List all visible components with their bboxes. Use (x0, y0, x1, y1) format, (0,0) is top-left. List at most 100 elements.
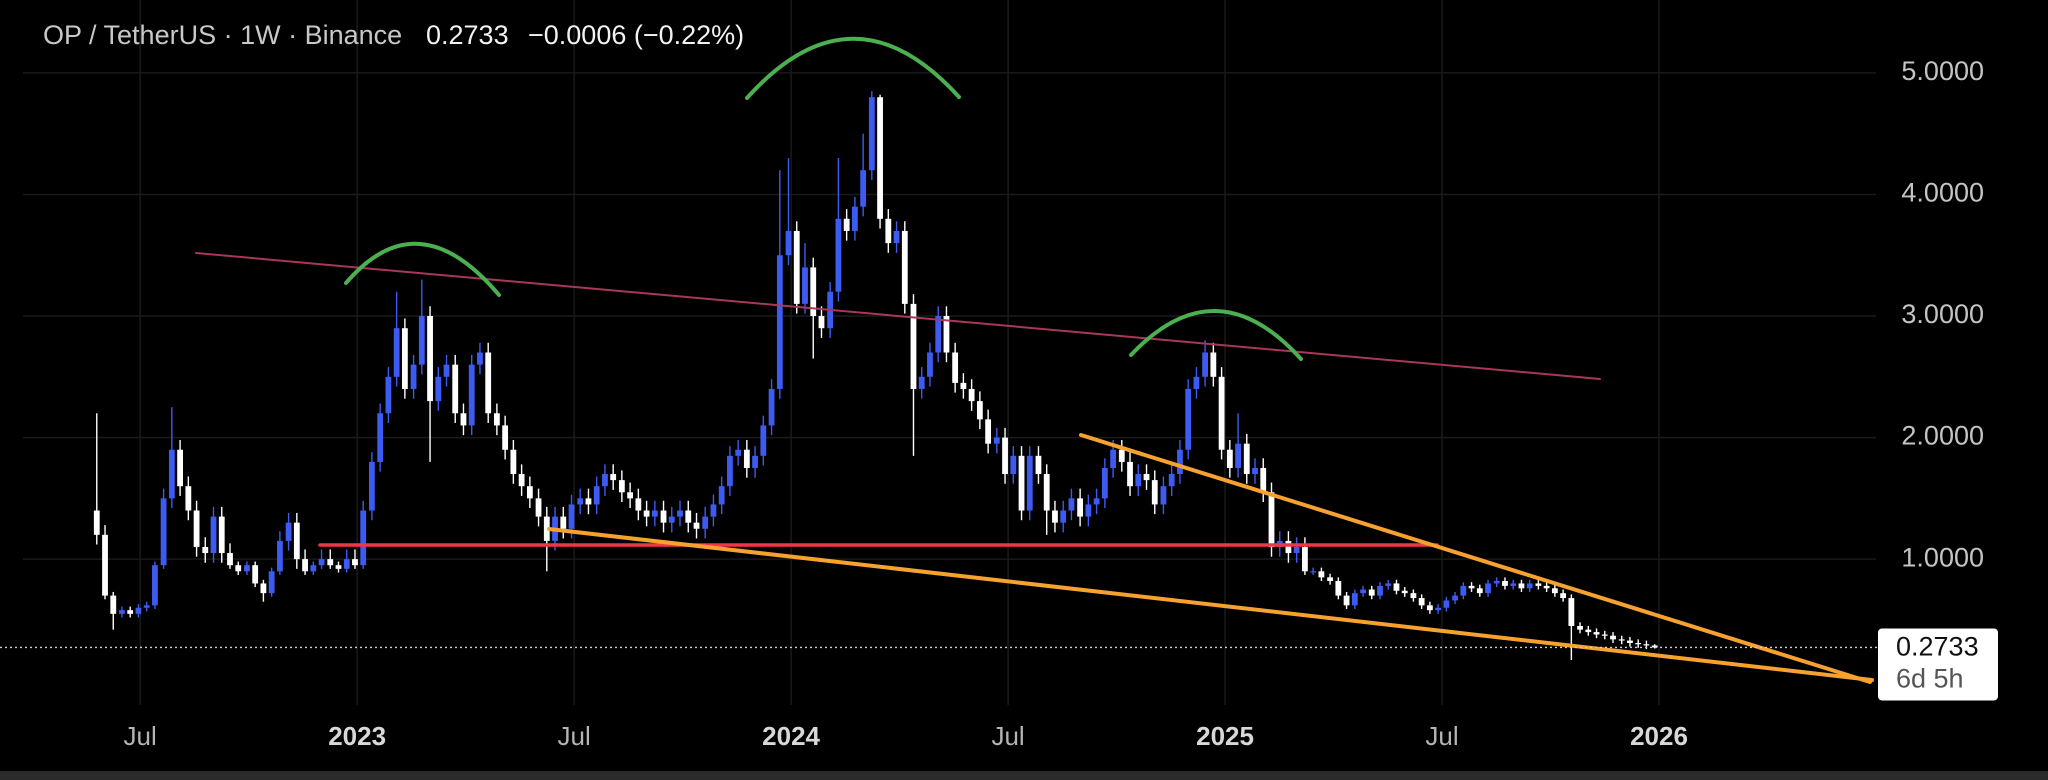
candle-body (401, 328, 408, 389)
candle-body (1568, 598, 1575, 626)
candle-body (1026, 455, 1033, 511)
candle-body (1452, 595, 1458, 601)
candle-body (1485, 583, 1491, 594)
candle-body (160, 498, 167, 566)
candle-body (1127, 461, 1133, 487)
candle-body (385, 376, 392, 414)
candle-body (1177, 449, 1183, 475)
candle-body (976, 401, 983, 420)
x-tick-label: 2026 (1630, 721, 1688, 751)
y-tick-label: 2.0000 (1901, 421, 1984, 451)
last-price: 0.2733 (426, 20, 509, 50)
candle-body (285, 522, 292, 541)
candle-body (102, 534, 108, 596)
candle-body (119, 610, 125, 614)
candle-body (218, 516, 225, 554)
candle-body (343, 559, 350, 569)
x-tick-label: 2025 (1196, 721, 1254, 751)
wedge-upper-line (1079, 433, 1872, 684)
candle-body (743, 449, 750, 468)
head-arc (745, 36, 961, 100)
candle-body (410, 364, 417, 389)
candle-body (543, 516, 550, 541)
candle-body (418, 316, 425, 365)
y-tick-label: 1.0000 (1901, 542, 1984, 572)
x-tick-label: 2024 (762, 721, 820, 751)
candle-body (302, 559, 308, 572)
candle-body (893, 230, 900, 244)
candle-body (1593, 632, 1600, 635)
candle-body (1226, 449, 1233, 468)
candle-body (768, 388, 775, 426)
drawings (195, 36, 1874, 684)
candle-body (1093, 498, 1100, 505)
candle-body (702, 516, 709, 529)
candle-body (1010, 455, 1017, 475)
candle-body (168, 449, 175, 499)
candle-body (877, 97, 883, 219)
candle-body (1252, 467, 1258, 475)
candle-body (610, 474, 617, 481)
x-tick-label: Jul (124, 721, 157, 751)
candle-body (810, 267, 817, 317)
candle-body (1618, 639, 1625, 641)
candle-body (677, 510, 683, 517)
candle-body (460, 413, 467, 426)
candle-body (468, 364, 475, 426)
candle-body (1426, 605, 1433, 611)
candle-body (1510, 583, 1517, 586)
candle-body (602, 474, 608, 487)
candle-body (1151, 480, 1158, 505)
candle-body (1585, 629, 1592, 633)
candle-body (643, 510, 650, 517)
candle-body (1460, 585, 1467, 596)
candle-body (244, 565, 250, 572)
overlay: 1.0000 2.0000 3.0000 4.0000 5.0000 Jul 2023 Jul… (0, 56, 1998, 751)
candle-body (1443, 600, 1450, 608)
candle-body (752, 455, 758, 468)
candle-body (252, 565, 259, 584)
candle-body (1185, 388, 1192, 450)
candle-body (293, 522, 300, 560)
candle-body (1085, 504, 1092, 517)
candle-body (1435, 607, 1442, 611)
candle-body (1310, 571, 1317, 573)
candle-body (1202, 352, 1209, 377)
candle-body (818, 316, 825, 329)
candle-body (627, 492, 634, 499)
candle-body (1468, 585, 1475, 589)
candle-body (776, 255, 783, 389)
candle-body (1551, 588, 1558, 594)
candle-body (1393, 583, 1400, 591)
grid (23, 0, 1876, 705)
candle-body (1560, 593, 1567, 599)
candle-body (1118, 449, 1125, 462)
candle-body (110, 595, 117, 614)
candle-body (793, 230, 800, 304)
candle-body (1343, 595, 1350, 606)
candle-body (843, 218, 850, 231)
candle-body (727, 455, 733, 487)
candle-body (927, 352, 933, 377)
candle-body (352, 559, 358, 566)
candle-body (785, 230, 792, 256)
candle-body (968, 388, 975, 402)
candle-body (1385, 583, 1392, 586)
candle-body (310, 565, 317, 572)
candle-body (943, 316, 950, 353)
candle-body (485, 352, 492, 414)
candle-body (910, 303, 917, 389)
candle-body (1360, 589, 1366, 594)
candle-body (1601, 634, 1608, 636)
candle-body (277, 540, 283, 572)
candle-body (1368, 589, 1375, 596)
candle-body (369, 461, 375, 511)
price-badge (1878, 628, 1998, 701)
candle-body (143, 605, 150, 608)
candle-body (1335, 581, 1342, 596)
candle-body (1293, 546, 1300, 554)
candle-body (1377, 585, 1383, 596)
price-badge-value: 0.2733 (1896, 632, 1979, 662)
candle-body (1285, 540, 1292, 554)
